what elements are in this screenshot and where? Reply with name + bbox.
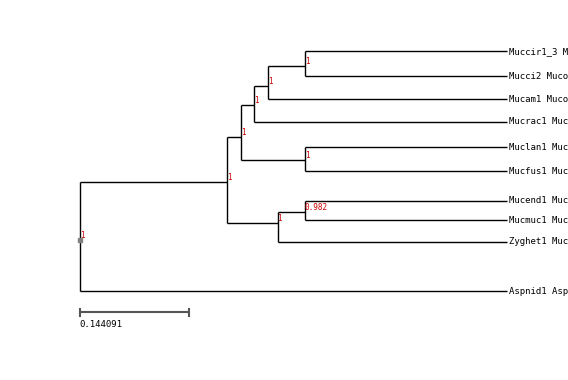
Text: Mucmuc1 Mucor mucedo NRRL 3635 v1.0: Mucmuc1 Mucor mucedo NRRL 3635 v1.0 bbox=[509, 216, 568, 225]
Text: 1: 1 bbox=[80, 231, 85, 240]
Text: Mucend1 Mucor endophyticus: Mucend1 Mucor endophyticus bbox=[509, 196, 568, 205]
Text: Mucrac1 Mucor racemosus: Mucrac1 Mucor racemosus bbox=[509, 117, 568, 126]
Text: Muclan1 Mucor lanceolatus: Muclan1 Mucor lanceolatus bbox=[509, 143, 568, 152]
Text: 1: 1 bbox=[305, 57, 310, 66]
Text: 1: 1 bbox=[241, 128, 245, 137]
Text: 1: 1 bbox=[278, 214, 282, 223]
Text: Aspnid1 Aspergillus nidulans: Aspnid1 Aspergillus nidulans bbox=[509, 287, 568, 296]
Text: Mucci2 Mucor lusitanicus CBS277.49 v2.0: Mucci2 Mucor lusitanicus CBS277.49 v2.0 bbox=[509, 72, 568, 81]
Text: 0.144091: 0.144091 bbox=[80, 320, 123, 329]
Text: Muccir1_3 Mucor lusitanicus _circinelloides_ MU402 v1.0: Muccir1_3 Mucor lusitanicus _circinelloi… bbox=[509, 47, 568, 56]
Text: 0.982: 0.982 bbox=[305, 203, 328, 212]
Text: 1: 1 bbox=[254, 96, 259, 105]
Text: 1: 1 bbox=[268, 77, 273, 86]
Text: Mucam1 Mucor ambiguus NBRC 6742: Mucam1 Mucor ambiguus NBRC 6742 bbox=[509, 95, 568, 104]
Text: 1: 1 bbox=[227, 173, 232, 182]
Text: 1: 1 bbox=[305, 151, 310, 160]
Text: Mucfus1 Mucor fuscus: Mucfus1 Mucor fuscus bbox=[509, 167, 568, 176]
Text: Zyghet1 Mucor heterogamus NRRL 1489 v1.0: Zyghet1 Mucor heterogamus NRRL 1489 v1.0 bbox=[509, 237, 568, 246]
